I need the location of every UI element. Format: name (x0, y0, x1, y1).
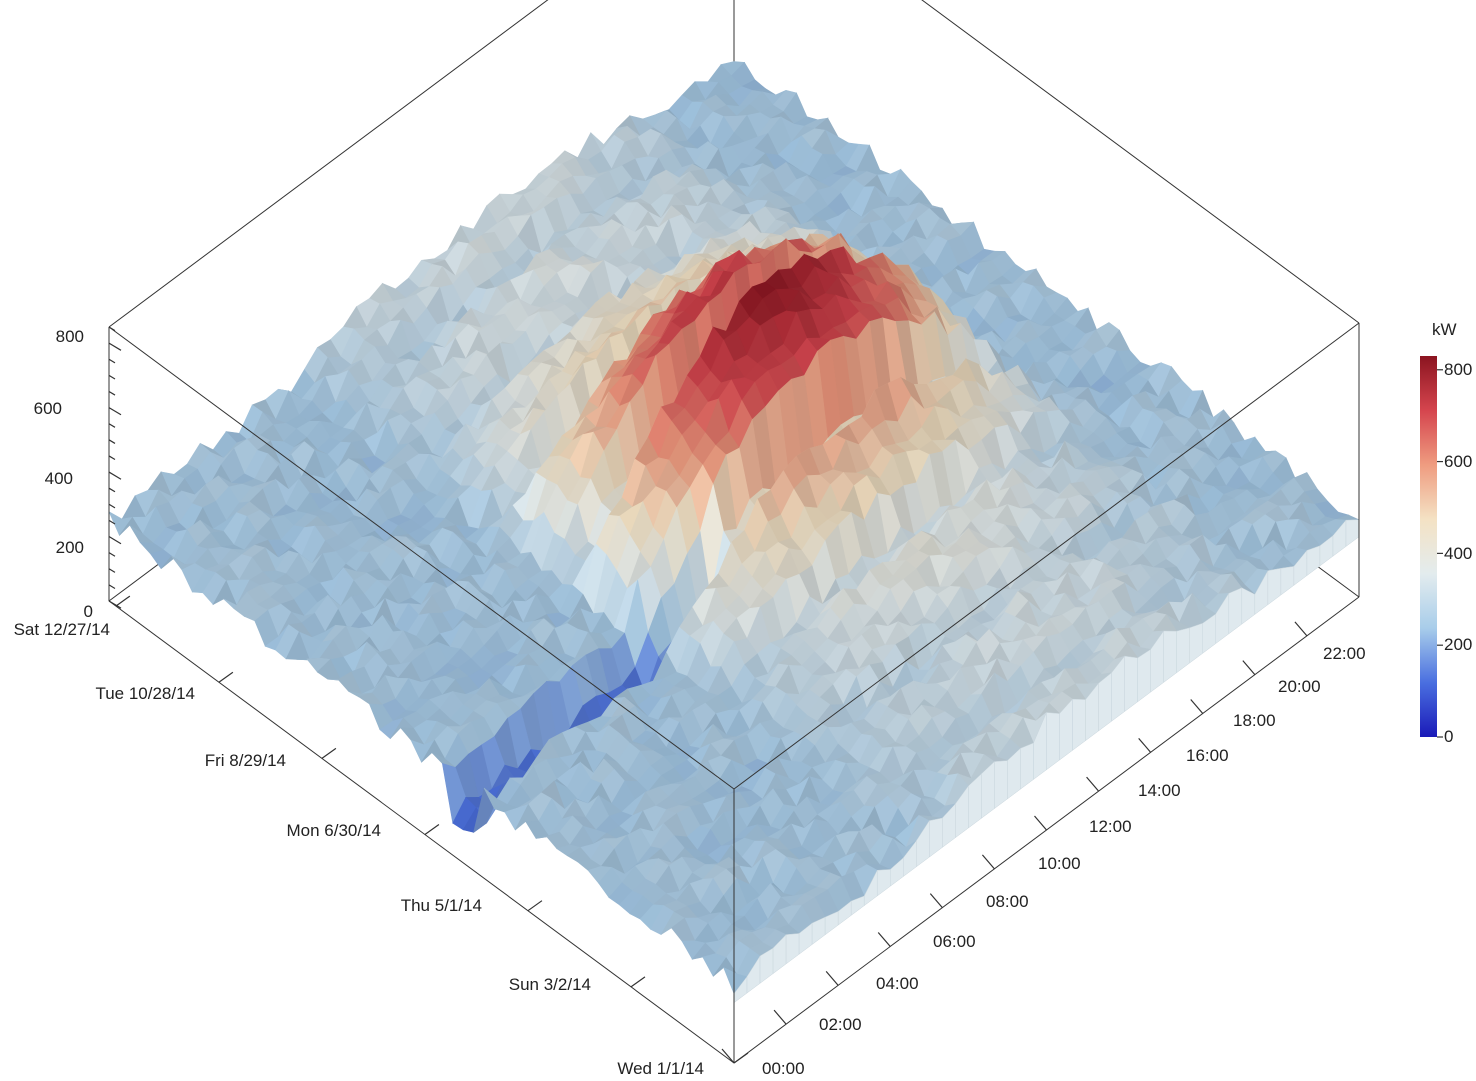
hour-axis: 00:00 02:00 04:00 06:00 08:00 10:00 12:0… (721, 621, 1366, 1078)
z-tick (108, 568, 116, 573)
z-tick (108, 407, 122, 416)
surface-skirt (929, 817, 943, 858)
colorbar-tick-label: 400 (1444, 544, 1472, 563)
z-tick-label: 400 (45, 469, 73, 488)
surface-skirt (1020, 742, 1034, 790)
z-tick (108, 423, 116, 428)
date-tick-label: Thu 5/1/14 (401, 896, 482, 915)
hour-tick (721, 1048, 735, 1064)
surface-skirt (994, 760, 1008, 810)
z-tick (108, 374, 116, 380)
colorbar-bar (1420, 356, 1437, 737)
hour-tick-label: 08:00 (986, 892, 1029, 911)
date-tick-label: Sat 12/27/14 (14, 620, 110, 639)
colorbar-title: kW (1432, 320, 1457, 339)
hour-tick-label: 04:00 (876, 974, 919, 993)
date-tick (424, 824, 440, 836)
hour-tick (981, 854, 995, 870)
box-edge (921, 0, 1360, 324)
date-tick (321, 747, 337, 759)
z-tick-label: 200 (56, 538, 84, 557)
z-tick (108, 439, 116, 444)
hour-tick (1138, 737, 1152, 753)
z-axis: 800 600 400 200 0 (34, 326, 122, 621)
colorbar-tick-label: 800 (1444, 360, 1472, 379)
colorbar-tick-label: 200 (1444, 635, 1472, 654)
colorbar-tick-label: 600 (1444, 452, 1472, 471)
surface-skirt (1137, 648, 1151, 703)
date-tick (218, 671, 234, 683)
z-tick-label: 800 (56, 327, 84, 346)
hour-tick-label: 18:00 (1233, 711, 1276, 730)
date-tick-label: Fri 8/29/14 (205, 751, 286, 770)
surface-skirt (1306, 545, 1321, 577)
date-tick (733, 1052, 749, 1064)
surface-skirt (1228, 587, 1243, 635)
hour-tick-label: 20:00 (1278, 677, 1321, 696)
surface-skirt (1046, 712, 1060, 771)
z-tick (108, 358, 116, 364)
surface-skirt (1098, 672, 1112, 732)
box-edge (733, 322, 1360, 790)
hour-tick-label: 12:00 (1089, 817, 1132, 836)
hour-tick-label: 16:00 (1186, 746, 1229, 765)
z-tick (108, 455, 116, 461)
z-tick (108, 584, 116, 589)
hour-tick-label: 14:00 (1138, 781, 1181, 800)
box-edge (108, 0, 549, 328)
z-tick (108, 390, 116, 396)
hour-tick (1242, 660, 1256, 676)
box-edge (108, 600, 735, 1064)
date-axis: Wed 1/1/14 Sun 3/2/14 Thu 5/1/14 Mon 6/3… (14, 595, 749, 1078)
z-tick (108, 342, 122, 351)
date-tick-label: Tue 10/28/14 (95, 684, 195, 703)
date-tick (630, 976, 646, 988)
surface-skirt (876, 869, 891, 897)
z-tick-label: 0 (84, 602, 93, 621)
z-tick (108, 519, 116, 525)
surface-skirt (1189, 622, 1203, 664)
hour-tick-label: 22:00 (1323, 644, 1366, 663)
surface-skirt (1176, 627, 1190, 674)
colorbar-legend: kW 0 200 400 600 800 (1420, 320, 1472, 746)
z-tick (108, 552, 116, 557)
surface-skirt (1163, 630, 1177, 683)
hour-tick-label: 00:00 (762, 1059, 805, 1078)
date-tick-label: Sun 3/2/14 (509, 975, 591, 994)
hour-tick-label: 10:00 (1038, 854, 1081, 873)
hour-tick (877, 932, 891, 947)
hour-tick (825, 970, 839, 986)
hour-tick (1294, 621, 1308, 637)
hour-tick-label: 02:00 (819, 1015, 862, 1034)
surface-skirt (1280, 566, 1295, 596)
z-tick (108, 326, 116, 332)
surface-skirt (1124, 655, 1138, 712)
hour-tick-label: 06:00 (933, 932, 976, 951)
hour-tick (773, 1009, 787, 1025)
hour-tick (1190, 699, 1204, 714)
z-tick (108, 471, 122, 480)
date-tick (115, 595, 131, 607)
surface-skirt (1267, 568, 1282, 606)
z-tick (108, 600, 122, 609)
date-tick (527, 900, 543, 912)
z-tick (108, 536, 122, 545)
z-tick (108, 503, 116, 509)
hour-tick (1034, 815, 1047, 831)
surface-mesh (108, 61, 1360, 1004)
date-tick-label: Wed 1/1/14 (617, 1059, 704, 1078)
colorbar-tick-label: 0 (1444, 727, 1453, 746)
date-tick-label: Mon 6/30/14 (286, 821, 381, 840)
z-tick (108, 487, 116, 493)
hour-tick (929, 893, 943, 909)
box-edge (108, 326, 735, 790)
surface-skirt (1072, 698, 1086, 751)
surface-skirt (1241, 587, 1256, 625)
surface-skirt (1345, 519, 1360, 547)
surface-skirt (785, 933, 800, 965)
hour-tick (1086, 776, 1100, 792)
z-tick-label: 600 (34, 399, 62, 418)
